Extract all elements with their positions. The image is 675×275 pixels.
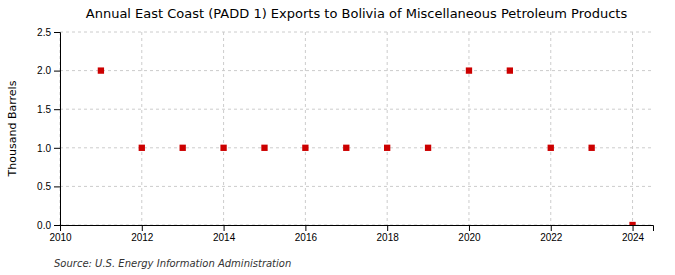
x-tick-label: 2020 xyxy=(458,232,481,243)
x-tick: 2020 xyxy=(458,225,481,243)
point xyxy=(139,145,145,151)
title: Annual East Coast (PADD 1) Exports to Bo… xyxy=(86,6,628,21)
annotation: Source: U.S. Energy Information Administ… xyxy=(54,258,291,269)
y-tick-label: 0.5 xyxy=(37,181,51,192)
y-tick-label: 1.0 xyxy=(37,143,51,154)
point xyxy=(507,67,513,73)
point xyxy=(98,67,104,73)
grid xyxy=(60,32,653,225)
x-grid-line xyxy=(141,32,142,225)
x-grid-line xyxy=(305,32,306,225)
y-grid-line xyxy=(60,147,653,148)
y-tick-mark xyxy=(54,109,60,110)
x-tick-label: 2010 xyxy=(49,232,72,243)
y-grid-line xyxy=(60,186,653,187)
y-tick-mark xyxy=(54,186,60,187)
x-tick: 2024 xyxy=(622,225,645,243)
y-tick-label: 0.0 xyxy=(37,220,51,231)
x-axis-line xyxy=(61,226,654,232)
x-tick-label: 2016 xyxy=(295,232,318,243)
y-tick: 0.5 xyxy=(37,181,60,192)
x-tick-mark xyxy=(551,225,552,231)
chart: 2010 2012 2014 2016 2018 2020 2022 2024 0.0 0.5 1.… xyxy=(0,0,675,275)
points xyxy=(98,67,636,225)
point xyxy=(302,145,308,151)
point xyxy=(425,145,431,151)
x-tick: 2014 xyxy=(213,225,236,243)
x-tick-label: 2014 xyxy=(213,232,236,243)
point xyxy=(343,145,349,151)
x-tick-label: 2022 xyxy=(540,232,563,243)
x-axis: 2010 2012 2014 2016 2018 2020 2022 2024 xyxy=(49,225,653,243)
x-tick-label: 2018 xyxy=(377,232,400,243)
y-tick-label: 2.0 xyxy=(37,65,51,76)
y-tick: 2.5 xyxy=(37,27,60,38)
x-tick-mark xyxy=(142,225,143,231)
y-tick-mark xyxy=(54,148,60,149)
point xyxy=(384,145,390,151)
point xyxy=(629,222,635,225)
x-tick: 2012 xyxy=(131,225,154,243)
y-grid-line xyxy=(60,32,653,33)
y-tick: 1.5 xyxy=(37,104,60,115)
x-tick: 2016 xyxy=(295,225,318,243)
point xyxy=(180,145,186,151)
x-tick-mark xyxy=(469,225,470,231)
y-grid-line xyxy=(60,70,653,71)
point xyxy=(220,145,226,151)
y-axis-title: Thousand Barrels xyxy=(6,80,19,177)
y-tick: 0.0 xyxy=(37,220,60,231)
y-tick-mark xyxy=(54,225,60,226)
y-tick: 2.0 xyxy=(37,65,60,76)
x-grid-line xyxy=(387,32,388,225)
x-grid-line xyxy=(550,32,551,225)
x-tick-mark xyxy=(305,225,306,231)
x-grid-line xyxy=(468,32,469,225)
y-axis: 0.0 0.5 1.0 1.5 2.0 2.5 xyxy=(37,27,60,231)
plot-area: 2010 2012 2014 2016 2018 2020 2022 2024 0.0 0.5 1.… xyxy=(37,27,653,243)
x-tick-mark xyxy=(387,225,388,231)
y-tick: 1.0 xyxy=(37,143,60,154)
y-tick-label: 1.5 xyxy=(37,104,51,115)
x-tick-mark xyxy=(633,225,634,231)
x-tick: 2018 xyxy=(377,225,400,243)
x-tick: 2022 xyxy=(540,225,563,243)
y-tick-label: 2.5 xyxy=(37,27,51,38)
point xyxy=(588,145,594,151)
point xyxy=(466,67,472,73)
y-tick-mark xyxy=(54,71,60,72)
point xyxy=(548,145,554,151)
point xyxy=(261,145,267,151)
x-tick-mark xyxy=(224,225,225,231)
x-grid-line xyxy=(632,32,633,225)
x-tick: 2010 xyxy=(49,225,72,243)
x-tick-label: 2024 xyxy=(622,232,645,243)
y-grid-line xyxy=(60,109,653,110)
y-axis-line xyxy=(54,33,61,226)
x-grid-line xyxy=(223,32,224,225)
x-tick-label: 2012 xyxy=(131,232,154,243)
y-tick-mark xyxy=(54,32,60,33)
